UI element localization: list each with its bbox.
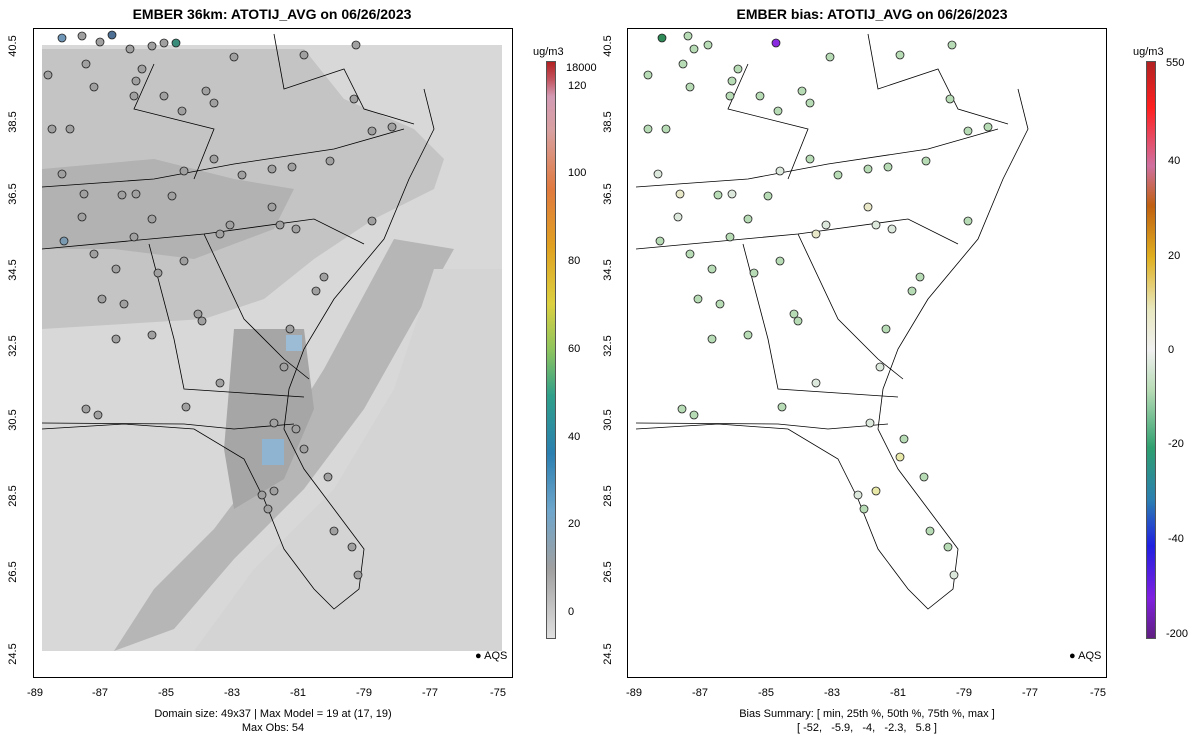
right-xtick: -77 [1022, 687, 1038, 699]
left-legend: ● AQS [475, 650, 507, 662]
right-caption-line2: [ -52, -5.9, -4, -2.3, 5.8 ] [796, 722, 937, 734]
right-cbar-tick: 550 [1166, 57, 1185, 69]
right-legend-label: AQS [1078, 650, 1102, 662]
right-map-svg [635, 31, 1029, 610]
left-ytick: 24.5 [7, 643, 19, 665]
left-map-panel[interactable]: ● AQS [33, 28, 513, 678]
left-ytick: 28.5 [7, 485, 19, 507]
left-ytick: 36.5 [7, 183, 19, 205]
left-legend-label: AQS [484, 650, 508, 662]
left-cbar-tick: 120 [568, 80, 587, 92]
left-map-title: EMBER 36km: ATOTIJ_AVG on 06/26/2023 [132, 6, 412, 22]
right-cbar-tick: -20 [1168, 438, 1184, 450]
left-xtick: -79 [356, 687, 372, 699]
left-xtick: -81 [290, 687, 306, 699]
right-xtick: -83 [824, 687, 840, 699]
right-ytick: 32.5 [602, 335, 614, 357]
right-ytick: 24.5 [602, 643, 614, 665]
model-grid-ocean [194, 269, 502, 651]
right-xtick: -87 [692, 687, 708, 699]
left-xtick: -89 [27, 687, 43, 699]
left-colorbar [546, 61, 556, 639]
right-ytick: 28.5 [602, 485, 614, 507]
right-ytick: 34.5 [602, 259, 614, 281]
right-ytick: 40.5 [602, 35, 614, 57]
left-cbar-tick: 80 [568, 255, 581, 267]
aqs-sites-right[interactable] [643, 31, 993, 580]
right-legend: ● AQS [1069, 650, 1101, 662]
left-xtick: -83 [224, 687, 240, 699]
right-cbar-tick: 20 [1168, 250, 1181, 262]
model-grid-dark-west [42, 159, 294, 259]
right-cbar-tick: -40 [1168, 533, 1184, 545]
right-xtick: -81 [890, 687, 906, 699]
left-cbar-tick: 60 [568, 343, 581, 355]
state-borders [41, 33, 435, 610]
left-xtick: -75 [490, 687, 506, 699]
left-cbar-tick: 20 [568, 518, 581, 530]
left-caption-line1: Domain size: 49x37 | Max Model = 19 at (… [154, 708, 392, 720]
left-ytick: 34.5 [7, 259, 19, 281]
right-colorbar [1146, 61, 1156, 639]
right-caption-line1: Bias Summary: [ min, 25th %, 50th %, 75t… [739, 708, 995, 720]
left-xtick: -87 [92, 687, 108, 699]
left-cbar-tick: 18000 [566, 62, 597, 74]
model-grid-blue-cell [286, 335, 302, 351]
right-xtick: -79 [956, 687, 972, 699]
right-cbar-tick: -200 [1166, 628, 1189, 640]
legend-dot-icon: ● [1069, 650, 1076, 662]
left-cbar-tick: 100 [568, 167, 587, 179]
right-ytick: 30.5 [602, 409, 614, 431]
right-ytick: 38.5 [602, 111, 614, 133]
left-caption-line2: Max Obs: 54 [241, 722, 305, 734]
right-xtick: -75 [1090, 687, 1106, 699]
left-ytick: 32.5 [7, 335, 19, 357]
model-grid-max-cell [262, 439, 284, 465]
left-ytick: 26.5 [7, 561, 19, 583]
right-cbar-tick: 0 [1168, 344, 1175, 356]
left-colorbar-unit: ug/m3 [533, 46, 564, 58]
left-ytick: 30.5 [7, 409, 19, 431]
left-map-svg [41, 30, 502, 651]
right-ytick: 26.5 [602, 561, 614, 583]
left-cbar-tick: 0 [568, 606, 575, 618]
right-cbar-tick: 40 [1168, 155, 1181, 167]
left-ytick: 40.5 [7, 35, 19, 57]
right-xtick: -85 [758, 687, 774, 699]
right-colorbar-unit: ug/m3 [1133, 46, 1164, 58]
aqs-sites-left[interactable] [43, 30, 397, 580]
right-xtick: -89 [626, 687, 642, 699]
left-cbar-tick: 40 [568, 431, 581, 443]
left-ytick: 38.5 [7, 111, 19, 133]
left-xtick: -85 [158, 687, 174, 699]
right-map-title: EMBER bias: ATOTIJ_AVG on 06/26/2023 [736, 6, 1008, 22]
legend-dot-icon: ● [475, 650, 482, 662]
state-borders-right [635, 33, 1029, 610]
left-xtick: -77 [422, 687, 438, 699]
right-map-panel[interactable]: ● AQS [627, 28, 1107, 678]
right-ytick: 36.5 [602, 183, 614, 205]
